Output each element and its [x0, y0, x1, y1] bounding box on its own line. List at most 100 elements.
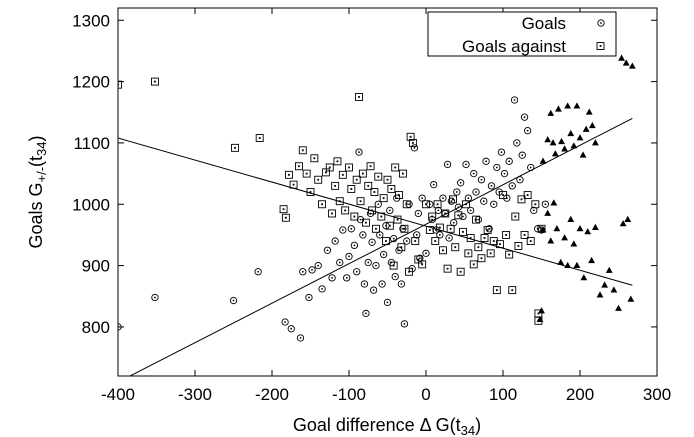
goals-against-point-box	[422, 200, 430, 209]
goals-against-point	[382, 237, 390, 246]
goals-against-point	[454, 211, 463, 220]
goals-against-point-dot	[438, 226, 441, 229]
triangle-point	[539, 157, 547, 164]
goals-against-point-box	[382, 237, 390, 246]
goals-against-point-box	[446, 224, 455, 233]
goals-against-point	[383, 175, 392, 184]
goals-point-ring	[403, 237, 411, 245]
goals-point-dot	[480, 178, 483, 181]
goals-against-point	[295, 162, 303, 171]
goals-against-point-dot	[502, 194, 504, 196]
goals-against-point-dot	[355, 178, 358, 181]
goals-against-point-box	[406, 132, 415, 141]
goals-point	[467, 206, 475, 215]
goals-point-ring	[439, 194, 447, 202]
goals-point-dot	[331, 276, 333, 279]
goals-against-point	[406, 132, 415, 141]
goals-against-point-box	[318, 200, 326, 209]
goals-against-point	[425, 226, 434, 234]
goals-against-point-dot	[369, 165, 372, 168]
goals-against-point-dot	[348, 166, 350, 169]
goals-against-point-box	[462, 200, 470, 209]
goals-point	[454, 203, 462, 211]
goals-point	[369, 286, 378, 294]
goals-point	[443, 160, 452, 169]
goals-against-point-box	[405, 267, 414, 276]
goals-point-dot	[345, 276, 348, 279]
goals-point-dot	[529, 166, 532, 169]
goals-against-point	[284, 170, 293, 179]
goals-against-point	[464, 249, 473, 258]
goals-point-ring	[436, 231, 444, 239]
goals-point	[359, 231, 367, 239]
goals-against-point-dot	[398, 194, 400, 196]
goals-point	[374, 200, 382, 208]
goals-against-point-dot	[408, 270, 410, 273]
triangle-point	[628, 62, 636, 69]
goals-point-ring	[318, 285, 326, 293]
goals-against-point	[511, 212, 520, 221]
goals-point-dot	[475, 191, 477, 193]
triangle-point	[582, 125, 590, 132]
goals-against-point-box	[387, 184, 396, 193]
goals-against-point	[318, 200, 326, 209]
goals-against-point-box	[284, 170, 293, 179]
goals-against-point-dot	[534, 203, 537, 206]
goals-point-ring	[500, 169, 509, 178]
goals-point-dot	[299, 337, 302, 339]
goals-point-dot	[437, 209, 440, 212]
goals-against-point-box	[433, 200, 442, 209]
goals-against-point-box	[486, 249, 495, 258]
goals-point-ring	[462, 160, 470, 169]
goals-point-dot	[421, 197, 424, 200]
triangle-point	[544, 136, 552, 143]
goals-point	[331, 237, 339, 245]
goals-point-ring	[456, 179, 465, 187]
goals-against-point-box	[397, 243, 406, 252]
goals-against-point-box	[502, 230, 511, 239]
goals-against-point-dot	[428, 229, 431, 231]
triangle-point	[570, 240, 578, 247]
y-axis-label-main: Goals G	[26, 182, 46, 248]
y-axis-label-subscript: 34	[34, 141, 49, 155]
triangle-point	[561, 234, 568, 241]
goals-against-point-box	[361, 218, 370, 227]
goals-point	[308, 266, 316, 274]
goals-point-dot	[377, 203, 380, 206]
goals-against-point-dot	[403, 227, 406, 230]
goals-point-ring	[369, 286, 378, 294]
triangle-point	[596, 291, 604, 298]
goals-against-point-dot	[442, 249, 444, 252]
triangle-point	[551, 150, 559, 157]
goals-against-point	[355, 92, 363, 101]
goals-against-point-box	[231, 143, 239, 152]
goals-point-dot	[519, 178, 521, 181]
goals-point-ring	[331, 237, 339, 245]
goals-against-point-dot	[305, 172, 308, 175]
goals-point	[362, 309, 370, 318]
triangle-point	[561, 145, 568, 152]
goals-against-point-dot	[282, 208, 285, 211]
x-tick-label: 100	[489, 385, 517, 404]
goals-against-point-dot	[309, 191, 312, 193]
goals-point-ring	[454, 203, 462, 211]
goals-against-point-box	[425, 226, 434, 234]
goals-against-point	[514, 242, 523, 250]
goals-point-ring	[368, 238, 376, 246]
goals-point-ring	[397, 280, 406, 288]
goals-point	[368, 238, 376, 246]
legend-marker-goals-against-dot	[599, 45, 602, 47]
goals-against-point	[289, 180, 298, 189]
goals-against-point	[462, 200, 470, 209]
goals-point-dot	[301, 270, 304, 273]
goals-against-point-dot	[421, 263, 424, 266]
goals-against-point-dot	[526, 194, 529, 196]
goals-against-point-box	[495, 240, 504, 249]
goals-against-point-box	[514, 242, 523, 250]
goals-against-point-box	[517, 195, 526, 204]
goals-against-point	[368, 206, 377, 215]
goals-point-ring	[443, 160, 452, 169]
triangle-point	[624, 215, 632, 222]
triangle-point	[592, 139, 599, 146]
goals-against-point-dot	[434, 240, 437, 242]
